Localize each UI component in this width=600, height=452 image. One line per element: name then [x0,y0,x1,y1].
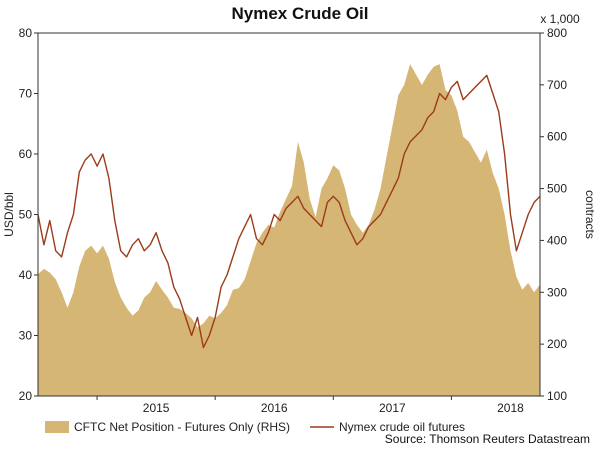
y-right-tick-label: 400 [547,233,567,247]
y-right-tick-label: 800 [547,26,567,40]
chart-title: Nymex Crude Oil [231,4,369,23]
x-tick-label: 2016 [261,401,288,415]
legend-label-area: CFTC Net Position - Futures Only (RHS) [74,420,290,434]
y-left-tick-label: 20 [19,389,33,403]
legend-label-line: Nymex crude oil futures [339,420,465,434]
axes: 20 30 40 50 60 70 80 100 200 300 400 500 600 700 800 20… [2,12,597,415]
y-left-tick-label: 30 [19,329,33,343]
x-tick-label: 2018 [497,401,524,415]
y-right-tick-label: 700 [547,78,567,92]
series-line-nymex-crude [37,74,541,349]
source-note: Source: Thomson Reuters Datastream [384,432,590,446]
y-right-tick-label: 100 [547,389,567,403]
legend: CFTC Net Position - Futures Only (RHS) N… [45,420,465,434]
y-left-tick-label: 50 [19,208,33,222]
y-left-tick-label: 80 [19,26,33,40]
y-right-scale-note: x 1,000 [540,12,580,26]
y-right-tick-label: 500 [547,182,567,196]
y-left-axis-label: USD/bbl [2,192,16,237]
y-right-tick-label: 300 [547,285,567,299]
x-tick-label: 2017 [379,401,406,415]
y-left-tick-label: 60 [19,147,33,161]
y-right-tick-label: 200 [547,337,567,351]
y-right-tick-label: 600 [547,130,567,144]
plot-area [37,64,541,396]
y-left-tick-label: 40 [19,268,33,282]
x-tick-label: 2015 [143,401,170,415]
y-left-tick-label: 70 [19,87,33,101]
legend-swatch-area [45,421,69,433]
series-area-cftc-net-position [38,64,540,396]
y-right-axis-label: contracts [583,190,597,239]
